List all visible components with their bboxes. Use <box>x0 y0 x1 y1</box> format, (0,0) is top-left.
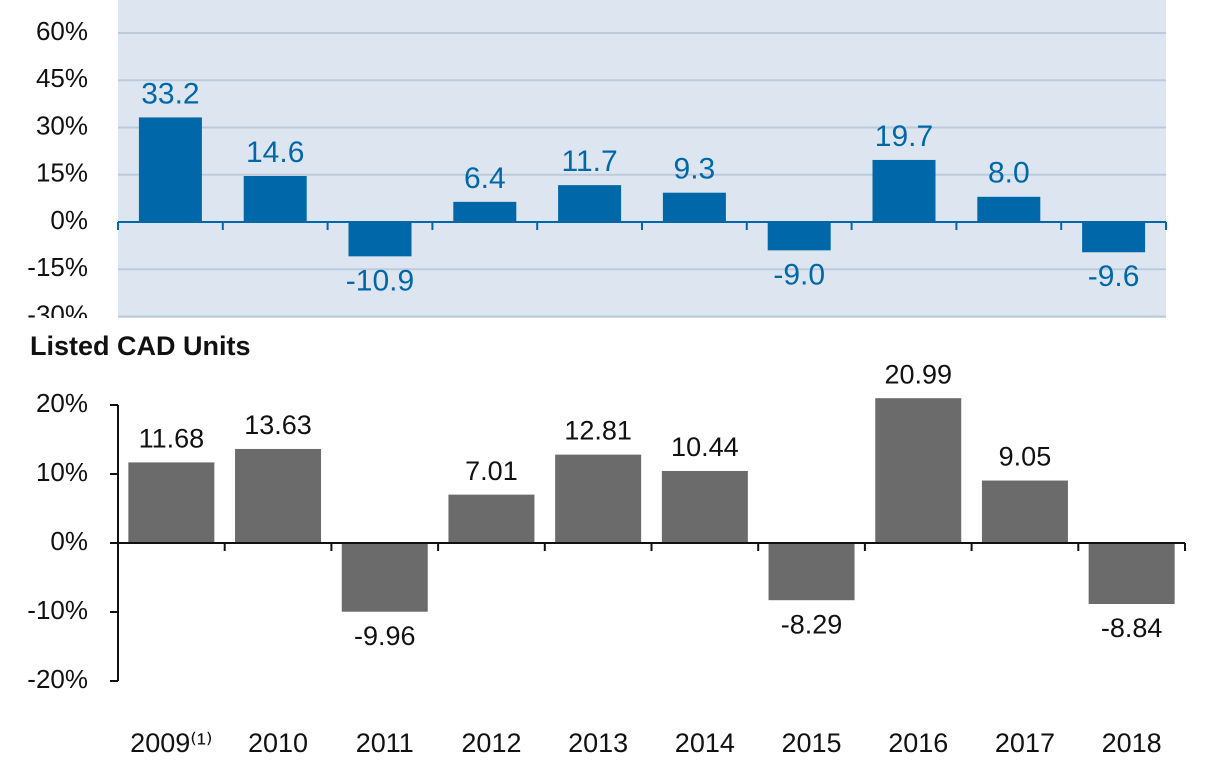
chart-title: Listed CAD Units <box>30 331 251 361</box>
value-label: 11.68 <box>139 424 205 454</box>
value-label: 13.63 <box>244 410 312 440</box>
y-tick-label: -20% <box>27 664 88 694</box>
bar <box>872 159 936 222</box>
value-label: 11.7 <box>562 145 618 178</box>
x-tick-label: 2012 <box>461 728 521 758</box>
value-label: 12.81 <box>564 416 632 446</box>
y-tick-label: 30% <box>36 110 88 140</box>
x-tick-label: 2018 <box>1102 728 1162 758</box>
bar <box>661 470 748 543</box>
value-label: -8.84 <box>1101 613 1163 643</box>
bar <box>341 543 428 612</box>
y-tick-label: 0% <box>50 526 88 556</box>
y-tick-label: 10% <box>36 457 88 487</box>
bar <box>348 222 412 257</box>
value-label: -8.29 <box>781 609 843 639</box>
bar <box>977 196 1041 222</box>
value-label: 7.01 <box>465 456 518 486</box>
y-tick-label: -15% <box>27 252 88 282</box>
bar <box>1082 222 1146 253</box>
value-label: -9.0 <box>773 258 825 291</box>
value-label: -10.9 <box>346 264 414 297</box>
x-tick-label: 2010 <box>248 728 308 758</box>
bar <box>243 176 307 222</box>
bar <box>875 398 962 543</box>
y-tick-label: 20% <box>36 388 88 418</box>
bar <box>453 201 517 222</box>
bar <box>662 192 726 222</box>
value-label: 8.0 <box>988 157 1030 190</box>
x-tick-label: 2013 <box>568 728 628 758</box>
plot-background <box>118 0 1166 318</box>
value-label: -9.96 <box>354 621 416 651</box>
bar <box>235 448 322 543</box>
value-label: -9.6 <box>1088 260 1140 293</box>
y-tick-label: 0% <box>50 205 88 235</box>
value-label: 19.7 <box>875 120 933 153</box>
y-tick-label: 60% <box>36 16 88 46</box>
top-chart: 60% 45% 30% 15% 0% -15% -30% 33.2 14.6 -10.9 6.4 11… <box>27 0 1167 329</box>
y-tick-label: 15% <box>36 158 88 188</box>
bar <box>138 117 202 222</box>
value-label: 33.2 <box>141 77 199 110</box>
x-tick-label: 2016 <box>888 728 948 758</box>
bar <box>981 480 1068 543</box>
x-tick-label: 2017 <box>995 728 1055 758</box>
value-label: 6.4 <box>464 162 506 195</box>
y-tick-label: -30% <box>27 299 88 329</box>
bar <box>448 494 535 543</box>
bar <box>767 222 831 251</box>
x-tick-label: 2015 <box>782 728 842 758</box>
value-label: 9.05 <box>999 442 1052 472</box>
value-label: 9.3 <box>674 153 716 186</box>
x-tick-label: 2014 <box>675 728 735 758</box>
bar <box>128 462 215 543</box>
value-label: 10.44 <box>671 432 739 462</box>
x-tick-label: 2009⁽¹⁾ <box>130 728 212 758</box>
bar <box>555 454 642 543</box>
bar <box>1088 543 1175 604</box>
y-tick-label: 45% <box>36 63 88 93</box>
value-label: 20.99 <box>884 359 952 389</box>
bottom-chart: Listed CAD Units 20% 10% 0% -10% -20% 11.68 200… <box>27 331 1186 758</box>
value-label: 14.6 <box>246 136 304 169</box>
y-tick-label: -10% <box>27 595 88 625</box>
x-tick-label: 2011 <box>356 728 414 758</box>
bar <box>558 185 622 222</box>
bar <box>768 543 855 601</box>
